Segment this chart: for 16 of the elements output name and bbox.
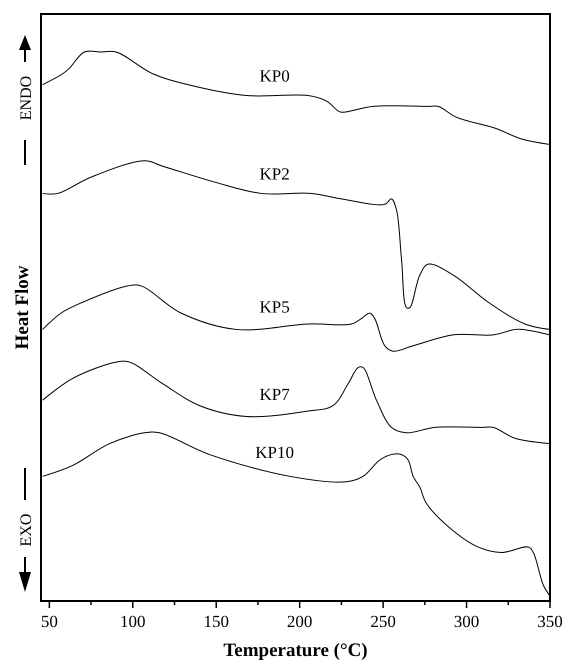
x-tick-label: 250 — [370, 612, 396, 631]
text: ENDO — [18, 76, 35, 120]
x-tick-label: 350 — [537, 612, 563, 631]
series-label: KP10 — [255, 443, 294, 462]
x-tick-label: 100 — [120, 612, 146, 631]
x-tick-label: 200 — [286, 612, 312, 631]
x-tick-label: 150 — [203, 612, 229, 631]
series-label: KP0 — [260, 66, 290, 86]
x-tick-label: 50 — [40, 612, 58, 631]
y-axis-title: Heat Flow — [12, 265, 33, 350]
series-label: KP7 — [260, 384, 290, 404]
series-label: KP5 — [260, 298, 290, 317]
text: EXO — [18, 514, 35, 546]
x-tick-label: 300 — [454, 612, 480, 631]
x-axis-title: Temperature (°C) — [223, 640, 368, 661]
series-label: KP2 — [260, 164, 290, 184]
